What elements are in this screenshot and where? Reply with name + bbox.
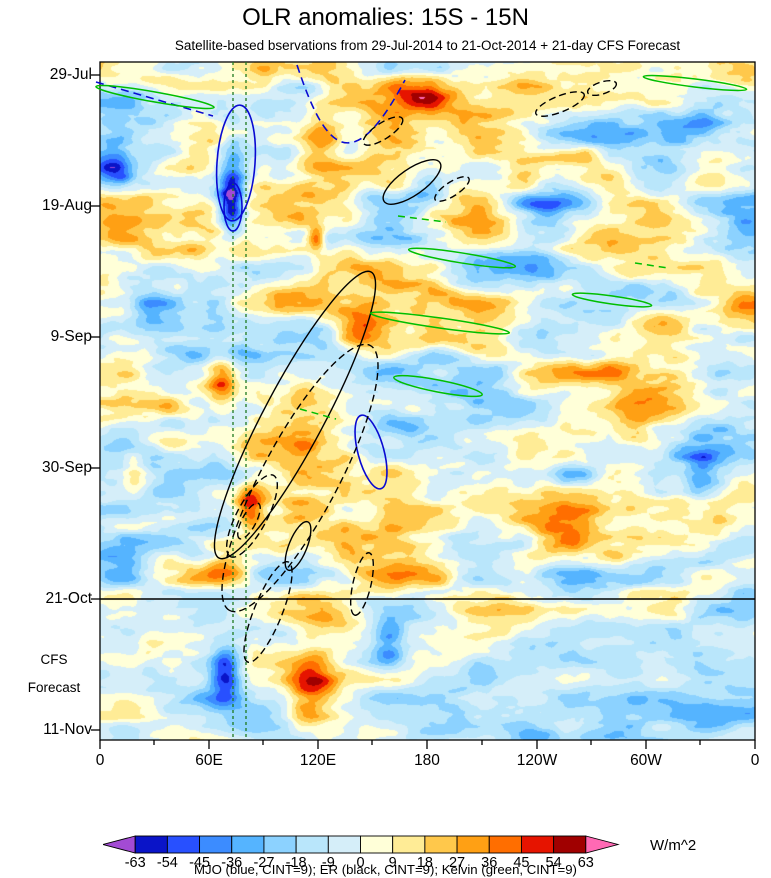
colorbar-segment [585,835,620,854]
colorbar-segment [103,835,136,854]
kelvin-contour-dashed [634,262,669,269]
mjo-contour-dashed [95,81,214,117]
mjo-contour [215,104,257,222]
kelvin-contour [393,374,483,398]
colorbar-tick-label: -45 [189,855,211,871]
er-contour-dashed [434,175,470,203]
mjo-contour-dashed [296,64,406,144]
colorbar-tick-label: -63 [124,855,146,871]
kelvin-contour-dashed [397,215,447,223]
forecast-label-line2: Forecast [27,680,81,695]
colorbar-segment [520,835,555,854]
er-contour-dashed [349,552,375,616]
plot-frame [99,61,756,741]
colorbar [103,835,620,854]
y-tick-label: 11-Nov [43,721,92,738]
er-contour [213,270,377,560]
y-tick-label: 9-Sep [50,328,92,345]
kelvin-contour [642,74,748,92]
colorbar-segment [327,835,361,854]
kelvin-contour [571,292,653,308]
colorbar-segment [456,835,490,854]
colorbar-segment [392,835,426,854]
x-tick-label: 0 [750,752,760,769]
colorbar-tick-label: 27 [448,855,466,871]
er-contours-solid [213,159,442,572]
mjo-contour [223,182,243,232]
colorbar-segment [166,835,201,854]
colorbar-tick-label: 18 [416,855,433,871]
er-contour [284,520,312,572]
legend-caption: MJO (blue, CINT=9); ER (black, CINT=9); … [194,862,577,877]
vertical-reference-lines [232,62,247,740]
colorbar-segment [488,835,522,854]
colorbar-tick-label: -18 [285,855,307,871]
kelvin-contours-dashed [299,215,669,420]
er-contour [382,159,442,205]
er-contour-dashed [225,474,279,558]
x-tick-label: 180 [414,752,440,769]
er-contour-dashed [221,343,379,613]
er-contour-dashed [243,560,293,664]
y-axis-ticks [91,74,100,731]
anomaly-field-canvas [100,62,755,740]
mjo-contour [354,414,388,490]
kelvin-contours-solid [95,74,748,398]
kelvin-contour [407,247,517,269]
chart-title: OLR anomalies: 15S - 15N [242,4,529,31]
colorbar-tick-label: -36 [221,855,243,871]
y-tick-label: 30-Sep [42,459,92,476]
colorbar-segment [199,835,233,854]
x-tick-label: 120W [516,752,558,769]
y-tick-label: 21-Oct [45,590,92,607]
colorbar-segment [263,835,297,854]
colorbar-segment [134,835,168,854]
colorbar-tick-label: -9 [321,855,335,871]
forecast-label-line1: CFS [40,652,68,667]
kelvin-contour [95,84,215,110]
colorbar-segment [424,835,458,854]
colorbar-segment [360,835,394,854]
x-axis-ticks [99,740,756,749]
y-tick-label: 29-Jul [49,66,92,83]
colorbar-tick-label: -27 [253,855,275,871]
colorbar-tick-label: 0 [356,855,365,871]
colorbar-segment [231,835,265,854]
colorbar-tick-label: 36 [481,855,498,871]
kelvin-contour [369,311,511,335]
chart-subtitle: Satellite-based bservations from 29-Jul-… [174,38,681,53]
er-contours-dashed [221,79,618,664]
colorbar-tick-label: 9 [388,855,397,871]
colorbar-units: W/m^2 [650,837,697,854]
kelvin-contour-dashed [299,408,337,420]
colorbar-tick-label: 54 [545,855,562,871]
y-tick-label: 19-Aug [42,197,92,214]
colorbar-segment [295,835,329,854]
colorbar-tick-label: 45 [513,855,530,871]
x-tick-label: 60E [195,752,223,769]
colorbar-tick-label: 63 [577,855,594,871]
x-tick-label: 60W [630,752,662,769]
er-contour-dashed [362,116,404,146]
mjo-contours [95,64,406,490]
colorbar-tick-label: -54 [156,855,178,871]
x-tick-label: 0 [95,752,105,769]
er-contour-dashed [586,79,618,97]
colorbar-segment [553,835,587,854]
x-tick-label: 120E [299,752,337,769]
er-contour-dashed [237,502,261,540]
er-contour-dashed [535,91,585,117]
